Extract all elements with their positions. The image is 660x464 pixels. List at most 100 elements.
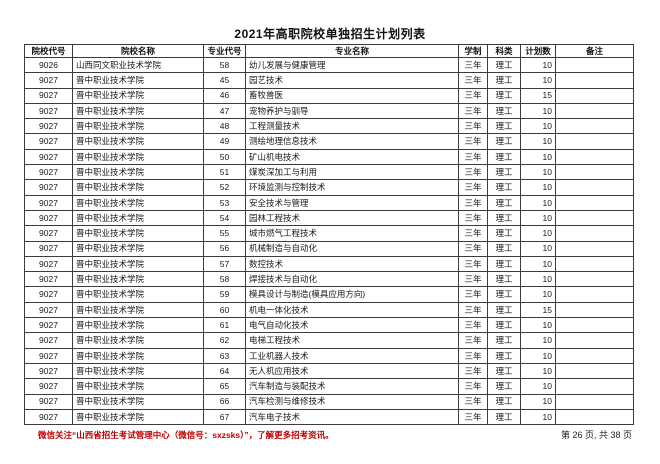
cell: 57	[203, 255, 246, 273]
cell: 幼儿发展与健康管理	[245, 56, 459, 74]
cell: 晋中职业技术学院	[72, 133, 204, 150]
cell: 58	[203, 56, 246, 74]
cell: 15	[520, 87, 556, 104]
cell: 晋中职业技术学院	[72, 209, 204, 227]
cell: 10	[520, 133, 556, 150]
table-row: 9027 晋中职业技术学院 65 汽车制造与装配技术 三年 理工 10	[24, 378, 634, 395]
cell: 47	[203, 102, 246, 120]
cell: 三年	[458, 87, 488, 104]
table-row: 9027 晋中职业技术学院 57 数控技术 三年 理工 10	[24, 255, 634, 273]
cell: 9026	[24, 56, 73, 74]
cell: 晋中职业技术学院	[72, 118, 204, 135]
page-number: 第 26 页, 共 38 页	[560, 430, 632, 440]
cell: 9027	[24, 347, 73, 364]
page-title: 2021年高职院校单独招生计划列表	[234, 27, 426, 41]
cell	[555, 347, 634, 364]
cell: 三年	[458, 194, 488, 211]
cell: 54	[203, 209, 246, 227]
table-row: 9027 晋中职业技术学院 49 测绘地理信息技术 三年 理工 10	[24, 133, 634, 150]
cell: 10	[520, 286, 556, 303]
cell: 晋中职业技术学院	[72, 347, 204, 364]
cell	[555, 179, 634, 196]
table-row: 9027 晋中职业技术学院 52 环境监测与控制技术 三年 理工 10	[24, 179, 634, 196]
cell: 10	[520, 72, 556, 89]
cell: 园艺技术	[245, 72, 459, 89]
cell: 晋中职业技术学院	[72, 148, 204, 166]
cell: 三年	[458, 164, 488, 181]
cell: 49	[203, 133, 246, 150]
column-header: 科类	[487, 44, 521, 58]
cell: 数控技术	[245, 255, 459, 273]
cell	[555, 317, 634, 334]
cell: 三年	[458, 362, 488, 380]
cell: 9027	[24, 225, 73, 242]
cell: 晋中职业技术学院	[72, 72, 204, 89]
cell	[555, 148, 634, 166]
cell: 10	[520, 102, 556, 120]
column-header: 院校代号	[24, 44, 73, 58]
cell: 10	[520, 209, 556, 227]
cell: 汽车电子技术	[245, 408, 459, 426]
cell	[555, 164, 634, 181]
cell: 63	[203, 347, 246, 364]
cell: 理工	[487, 225, 521, 242]
cell: 10	[520, 118, 556, 135]
cell	[555, 271, 634, 288]
cell: 10	[520, 378, 556, 395]
cell: 理工	[487, 72, 521, 89]
column-header: 计划数	[520, 44, 556, 58]
cell: 9027	[24, 133, 73, 150]
table-row: 9027 晋中职业技术学院 61 电气自动化技术 三年 理工 10	[24, 317, 634, 334]
table-row: 9027 晋中职业技术学院 64 无人机应用技术 三年 理工 10	[24, 362, 634, 380]
cell: 晋中职业技术学院	[72, 332, 204, 349]
cell: 三年	[458, 332, 488, 349]
table-row: 9027 晋中职业技术学院 67 汽车电子技术 三年 理工 10	[24, 408, 634, 426]
cell: 10	[520, 164, 556, 181]
cell	[555, 72, 634, 89]
cell: 晋中职业技术学院	[72, 194, 204, 211]
table-row: 9027 晋中职业技术学院 53 安全技术与管理 三年 理工 10	[24, 194, 634, 211]
cell: 65	[203, 378, 246, 395]
cell: 晋中职业技术学院	[72, 225, 204, 242]
table-row: 9027 晋中职业技术学院 55 城市燃气工程技术 三年 理工 10	[24, 225, 634, 242]
column-header: 学制	[458, 44, 488, 58]
table-row: 9027 晋中职业技术学院 48 工程测量技术 三年 理工 10	[24, 118, 634, 135]
cell: 9027	[24, 362, 73, 380]
cell	[555, 87, 634, 104]
cell: 理工	[487, 393, 521, 410]
cell: 10	[520, 240, 556, 257]
cell: 理工	[487, 87, 521, 104]
table-row: 9027 晋中职业技术学院 50 矿山机电技术 三年 理工 10	[24, 148, 634, 166]
column-header: 备注	[555, 44, 634, 58]
table-row: 9027 晋中职业技术学院 59 模具设计与制造(模具应用方向) 三年 理工 10	[24, 286, 634, 303]
cell	[555, 209, 634, 227]
cell: 理工	[487, 102, 521, 120]
cell: 园林工程技术	[245, 209, 459, 227]
cell: 62	[203, 332, 246, 349]
cell: 60	[203, 301, 246, 319]
cell: 晋中职业技术学院	[72, 393, 204, 410]
cell: 10	[520, 255, 556, 273]
cell: 晋中职业技术学院	[72, 271, 204, 288]
cell: 三年	[458, 179, 488, 196]
cell: 56	[203, 240, 246, 257]
cell: 机械制造与自动化	[245, 240, 459, 257]
cell	[555, 56, 634, 74]
cell: 晋中职业技术学院	[72, 240, 204, 257]
cell: 10	[520, 194, 556, 211]
cell	[555, 194, 634, 211]
cell: 理工	[487, 271, 521, 288]
cell: 三年	[458, 301, 488, 319]
table-row: 9027 晋中职业技术学院 46 畜牧兽医 三年 理工 15	[24, 87, 634, 104]
cell: 三年	[458, 271, 488, 288]
column-header: 专业代号	[203, 44, 246, 58]
cell: 理工	[487, 255, 521, 273]
cell: 58	[203, 271, 246, 288]
cell: 理工	[487, 332, 521, 349]
cell: 10	[520, 179, 556, 196]
cell: 9027	[24, 87, 73, 104]
cell: 机电一体化技术	[245, 301, 459, 319]
cell: 晋中职业技术学院	[72, 102, 204, 120]
cell: 三年	[458, 102, 488, 120]
cell: 15	[520, 301, 556, 319]
